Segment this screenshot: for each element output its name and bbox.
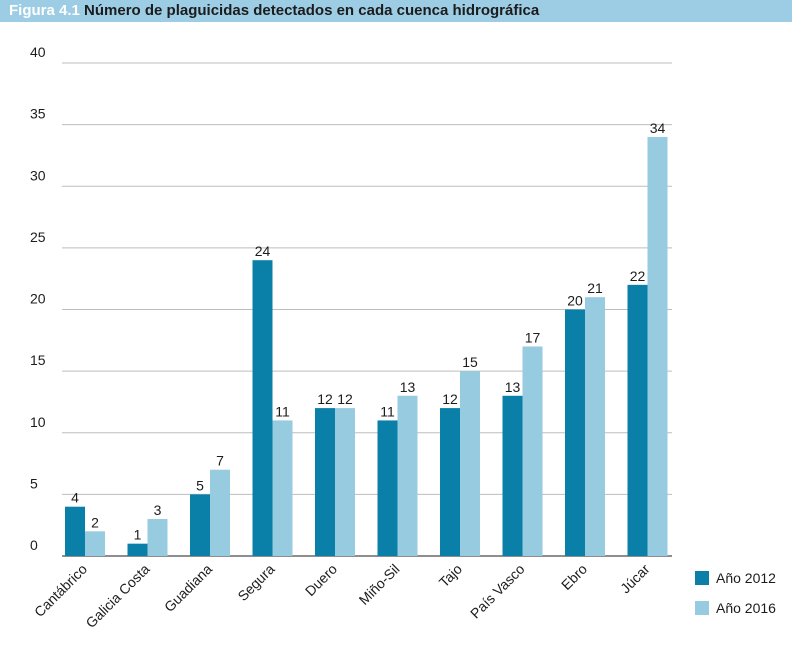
y-tick-label: 40 [30, 44, 46, 60]
bar-2016 [210, 469, 230, 556]
x-tick-label: Guadiana [161, 561, 215, 615]
bar-2016 [585, 297, 605, 556]
bar-2016 [647, 136, 668, 556]
data-label: 12 [442, 391, 458, 407]
bar-2016 [85, 531, 105, 556]
chart-title: Figura 4.1 Número de plaguicidas detecta… [0, 0, 792, 22]
y-tick-label: 0 [30, 537, 38, 553]
data-label: 11 [275, 403, 290, 419]
data-label: 7 [216, 453, 224, 469]
bar-2012 [65, 506, 85, 556]
data-label: 1 [134, 527, 142, 543]
data-label: 34 [650, 120, 666, 136]
x-tick-label: Júcar [617, 561, 653, 597]
bar-2016 [397, 395, 418, 556]
data-label: 24 [255, 243, 271, 259]
x-tick-label: Duero [302, 561, 340, 599]
bar-2012 [502, 395, 523, 556]
x-tick-label: Miño-Sil [356, 561, 403, 608]
data-label: 15 [462, 354, 478, 370]
data-label: 17 [525, 329, 541, 345]
bars [65, 136, 668, 556]
data-label: 21 [587, 280, 603, 296]
data-label: 13 [400, 379, 416, 395]
legend-label: Año 2012 [716, 570, 776, 586]
legend-swatch [695, 571, 709, 585]
bar-2016 [522, 346, 543, 556]
bar-2016 [272, 420, 293, 556]
y-tick-label: 30 [30, 167, 46, 183]
x-tick-label: Segura [234, 561, 277, 604]
data-label: 2 [91, 514, 99, 530]
legend: Año 2012 Año 2016 [695, 570, 776, 616]
bar-2012 [377, 420, 398, 556]
y-tick-label: 35 [30, 106, 46, 122]
figure-title: Número de plaguicidas detectados en cada… [84, 2, 540, 19]
bar-2012 [565, 309, 585, 556]
y-tick-label: 20 [30, 291, 46, 307]
bar-2012 [315, 408, 335, 556]
x-tick-label: Cantábrico [31, 561, 90, 620]
y-tick-label: 15 [30, 352, 46, 368]
y-axis-ticks: 0 5 10 15 20 25 30 35 40 [30, 44, 46, 553]
y-tick-label: 5 [30, 475, 38, 491]
data-label: 4 [71, 490, 79, 506]
x-tick-label: País Vasco [467, 561, 528, 622]
bar-2012 [127, 543, 148, 556]
data-label: 11 [380, 403, 395, 419]
y-tick-label: 25 [30, 229, 46, 245]
data-label: 5 [196, 477, 204, 493]
bar-2012 [440, 408, 460, 556]
data-label: 12 [337, 391, 353, 407]
data-label: 3 [154, 502, 162, 518]
bar-2012 [190, 494, 210, 556]
bar-2016 [147, 519, 168, 556]
x-tick-label: Tajo [436, 561, 466, 591]
data-label: 12 [317, 391, 333, 407]
data-label: 20 [567, 293, 583, 309]
bar-2012 [627, 284, 648, 556]
bar-2016 [460, 371, 480, 556]
x-tick-label: Ebro [558, 561, 590, 593]
data-label: 22 [630, 268, 646, 284]
data-label: 13 [505, 379, 521, 395]
y-tick-label: 10 [30, 414, 46, 430]
bar-2016 [335, 408, 355, 556]
legend-swatch [695, 601, 709, 615]
legend-label: Año 2016 [716, 600, 776, 616]
figure-number: Figura 4.1 [9, 2, 80, 19]
bar-2012 [252, 260, 273, 556]
x-tick-label: Galicia Costa [82, 561, 152, 631]
